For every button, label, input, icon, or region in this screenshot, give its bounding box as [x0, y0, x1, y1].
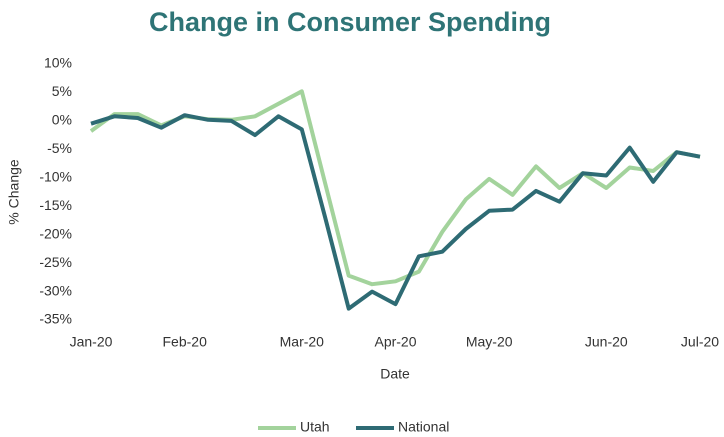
- x-tick-label: Jun-20: [585, 334, 628, 350]
- legend-label: National: [398, 419, 449, 435]
- y-tick-label: -5%: [47, 140, 72, 156]
- y-tick-label: 0%: [52, 112, 72, 128]
- x-tick-label: Apr-20: [374, 334, 416, 350]
- y-tick-label: -10%: [39, 168, 72, 184]
- y-tick-label: 10%: [44, 55, 72, 71]
- x-tick-label: Jul-20: [681, 334, 719, 350]
- series-line: [89, 89, 701, 287]
- y-tick-label: -25%: [39, 254, 72, 270]
- y-axis-label: % Change: [6, 159, 22, 225]
- chart-title: Change in Consumer Spending: [149, 7, 551, 37]
- y-tick-label: 5%: [52, 83, 72, 99]
- x-tick-label: May-20: [466, 334, 513, 350]
- x-tick-label: Mar-20: [280, 334, 325, 350]
- x-axis-label: Date: [380, 366, 410, 382]
- x-tick-label: Feb-20: [163, 334, 208, 350]
- y-tick-label: -20%: [39, 225, 72, 241]
- y-tick-label: -15%: [39, 197, 72, 213]
- y-tick-label: -35%: [39, 311, 72, 327]
- x-tick-label: Jan-20: [70, 334, 113, 350]
- legend-label: Utah: [300, 419, 330, 435]
- series-line: [90, 113, 701, 311]
- y-tick-label: -30%: [39, 282, 72, 298]
